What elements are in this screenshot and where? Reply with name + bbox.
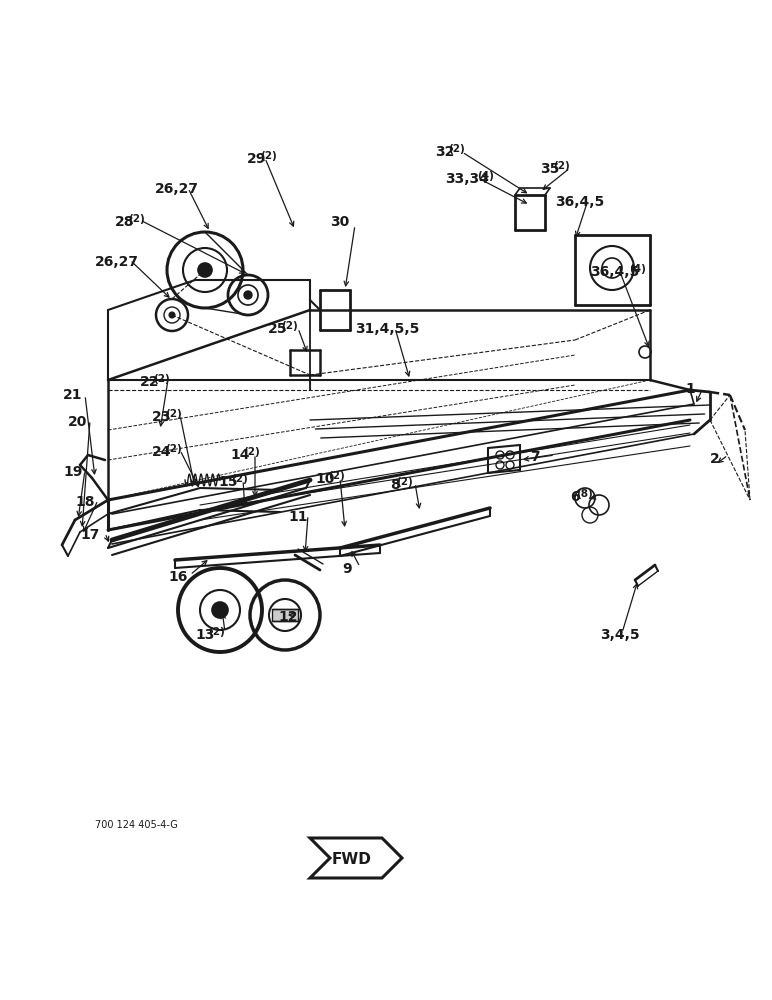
Text: 11: 11 [288,510,307,524]
Text: (4): (4) [629,264,646,274]
Text: 25: 25 [268,322,287,336]
Text: 10: 10 [315,472,334,486]
Text: (2): (2) [153,374,170,384]
Text: 14: 14 [230,448,249,462]
Text: 33,34: 33,34 [445,172,489,186]
Text: 24: 24 [152,445,171,459]
Circle shape [198,263,212,277]
Text: 22: 22 [140,375,160,389]
Text: 32: 32 [435,145,455,159]
Text: 36,4,5: 36,4,5 [590,265,639,279]
Text: (4): (4) [478,171,494,181]
Circle shape [212,602,228,618]
Bar [272,609,298,621]
Text: 19: 19 [63,465,83,479]
Text: 16: 16 [168,570,188,584]
Text: 17: 17 [80,528,100,542]
Text: FWD: FWD [332,852,372,867]
Text: 7: 7 [530,450,540,464]
Text: 15: 15 [218,475,238,489]
Text: (2): (2) [328,471,345,481]
Text: 1: 1 [685,382,695,396]
Text: 26,27: 26,27 [95,255,139,269]
Text: (2): (2) [397,477,413,487]
Circle shape [244,291,252,299]
Text: 9: 9 [342,562,351,576]
Text: (2): (2) [243,447,259,457]
Text: (2): (2) [260,151,276,161]
Text: 12: 12 [278,610,297,624]
Text: 28: 28 [115,215,134,229]
Text: (2): (2) [281,321,298,331]
Text: (8): (8) [577,489,593,499]
Text: 30: 30 [330,215,349,229]
Text: 26,27: 26,27 [155,182,199,196]
Text: 6: 6 [570,490,580,504]
Text: 23: 23 [152,410,171,424]
Circle shape [169,312,175,318]
Text: (2): (2) [165,409,181,419]
Text: (2): (2) [128,214,145,224]
Text: 2: 2 [710,452,720,466]
Text: 18: 18 [75,495,94,509]
Text: 35: 35 [540,162,560,176]
Text: (2): (2) [553,161,570,171]
Text: 700 124 405-4-G: 700 124 405-4-G [95,820,178,830]
Text: 31,4,5,5: 31,4,5,5 [355,322,419,336]
Text: 8: 8 [390,478,400,492]
Text: 29: 29 [247,152,266,166]
Text: 13: 13 [195,628,215,642]
Text: (2): (2) [448,144,465,154]
Text: (2): (2) [165,444,181,454]
Text: 36,4,5: 36,4,5 [555,195,604,209]
Text: 3,4,5: 3,4,5 [600,628,640,642]
Text: (2): (2) [231,474,248,484]
Text: (2): (2) [208,627,225,637]
Text: 21: 21 [63,388,83,402]
Text: 20: 20 [68,415,87,429]
